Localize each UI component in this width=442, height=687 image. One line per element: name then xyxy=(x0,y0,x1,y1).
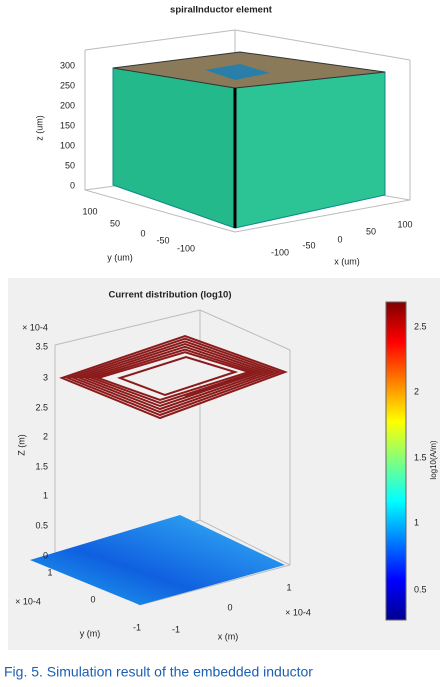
tick-label: 2 xyxy=(414,386,419,396)
coil-turn xyxy=(59,334,288,420)
exponent: × 10-4 xyxy=(285,607,311,617)
coil-turn xyxy=(71,340,277,414)
tick-label: -1 xyxy=(133,622,141,632)
current-plane xyxy=(30,515,285,605)
tick-label: 1 xyxy=(414,517,419,527)
tick-label: 0 xyxy=(337,234,342,244)
tick-label: -50 xyxy=(302,240,315,250)
box-face xyxy=(112,67,236,229)
tick-label: 50 xyxy=(65,160,75,170)
tick-label: 0.5 xyxy=(35,520,48,530)
tick-label: 0 xyxy=(70,180,75,190)
coil-lead xyxy=(184,371,256,398)
tick-label: 3 xyxy=(43,372,48,382)
plot-title: Current distribution (log10) xyxy=(109,290,232,301)
axis-label: z (um) xyxy=(34,115,44,141)
axis-label: Z (m) xyxy=(16,434,26,456)
tick-label: 3.5 xyxy=(35,341,48,351)
tick-label: 250 xyxy=(60,80,75,90)
axis-label: x (um) xyxy=(334,256,360,266)
tick-label: 100 xyxy=(82,206,97,216)
tick-label: 1 xyxy=(43,490,48,500)
tick-label: 0.5 xyxy=(414,584,427,594)
tick-label: 50 xyxy=(366,226,376,236)
colorbar xyxy=(385,301,407,621)
axis-label: y (m) xyxy=(80,628,101,638)
colorbar-label: log10(A/m) xyxy=(429,440,438,479)
tick-label: 0 xyxy=(90,594,95,604)
coil-turn xyxy=(65,337,282,417)
top-plot xyxy=(84,29,411,233)
tick-label: 1.5 xyxy=(414,452,427,462)
panel xyxy=(8,278,440,650)
coil-turn xyxy=(94,351,253,402)
tick-label: 100 xyxy=(397,219,412,229)
tick-label: 200 xyxy=(60,100,75,110)
box-face xyxy=(234,71,386,229)
tick-label: -1 xyxy=(172,624,180,634)
tick-label: 150 xyxy=(60,120,75,130)
coil-turn xyxy=(77,343,271,411)
tick-label: 1 xyxy=(47,567,52,577)
tick-label: 0 xyxy=(140,228,145,238)
tick-label: -100 xyxy=(177,243,195,253)
caption: Fig. 5. Simulation result of the embedde… xyxy=(4,664,313,680)
axis-label: x (m) xyxy=(218,631,239,641)
exponent: × 10-4 xyxy=(15,596,41,606)
tick-label: 0 xyxy=(227,602,232,612)
tick-label: -100 xyxy=(271,247,289,257)
tick-label: 2.5 xyxy=(35,402,48,412)
exponent: × 10-4 xyxy=(22,322,48,332)
tick-label: -50 xyxy=(156,235,169,245)
axis-label: y (um) xyxy=(107,252,133,262)
coil-turn xyxy=(82,345,265,408)
center-pad xyxy=(205,64,270,80)
tick-label: 2 xyxy=(43,431,48,441)
tick-label: 300 xyxy=(60,60,75,70)
tick-label: 100 xyxy=(60,140,75,150)
tick-label: 1 xyxy=(286,582,291,592)
tick-label: 0 xyxy=(43,550,48,560)
tick-label: 2.5 xyxy=(414,321,427,331)
plot-title: spiralInductor element xyxy=(170,5,273,16)
spiral-coil xyxy=(59,334,288,420)
coil-hole xyxy=(116,355,239,397)
tick-label: 1.5 xyxy=(35,461,48,471)
tick-label: 50 xyxy=(110,218,120,228)
